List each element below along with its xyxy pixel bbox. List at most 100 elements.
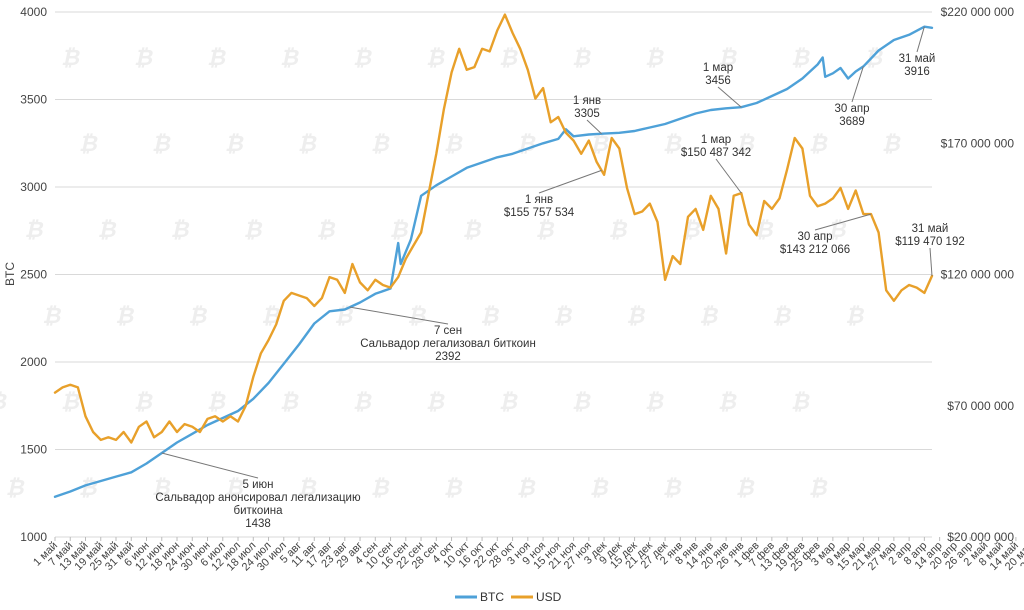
y-tick-label: 3000 [20,180,47,194]
y2-tick-label: $20 000 000 [947,530,1014,544]
annotation-text: 30 апр [797,231,832,243]
annotation-text: 30 апр [834,103,869,115]
watermark-icon: ₿ [297,475,320,501]
watermark-icon: ₿ [425,389,448,415]
watermark-icon: ₿ [151,475,174,501]
watermark-icon: ₿ [60,389,83,415]
watermark-icon: ₿ [498,45,521,71]
annotation-leader [538,169,602,194]
watermark-icon: ₿ [443,475,466,501]
watermark-icon: ₿ [114,303,137,329]
watermark-icon: ₿ [698,303,721,329]
y2-tick-label: $70 000 000 [947,399,1014,413]
watermark-icon: ₿ [133,45,156,71]
annotation-leader [814,213,872,231]
watermark-icon: ₿ [644,389,667,415]
watermark-icon: ₿ [589,131,612,157]
y-tick-label: 2000 [20,355,47,369]
watermark-icon: ₿ [790,389,813,415]
annotation-text: биткоина [233,505,283,517]
series-line-usd [53,13,934,444]
watermark-icon: ₿ [370,131,393,157]
watermark-icon: ₿ [206,389,229,415]
watermark-icon: ₿ [187,303,210,329]
watermark-icon: ₿ [425,45,448,71]
watermark-icon: ₿ [41,303,64,329]
y2-tick-label: $120 000 000 [941,268,1015,282]
watermark-icon: ₿ [352,389,375,415]
watermark-icon: ₿ [461,217,484,243]
watermark-icon: ₿ [279,45,302,71]
annotation-text: 31 май [899,53,936,65]
watermark-icon: ₿ [297,131,320,157]
watermark-icon: ₿ [333,303,356,329]
left-axis-ticks: 1000 1500 2000 2500 3000 3500 4000 [20,5,47,544]
annotation: 30 апр$143 212 066 [780,213,872,256]
watermark-icon: ₿ [406,303,429,329]
watermark-icon: ₿ [0,389,10,415]
legend-label-usd: USD [536,590,562,604]
legend-label-btc: BTC [480,590,504,604]
watermark-icon: ₿ [443,131,466,157]
annotation-text: $143 212 066 [780,244,850,256]
watermark-icon: ₿ [607,217,630,243]
watermark-icon: ₿ [224,475,247,501]
watermark-icon: ₿ [844,303,867,329]
watermark-icon: ₿ [133,389,156,415]
watermark-icon: ₿ [735,131,758,157]
watermark-icon: ₿ [863,45,886,71]
annotation-text: 3456 [705,75,731,87]
annotation-text: Сальвадор анонсировал легализацию [155,492,361,504]
y-axis-label: BTC [3,262,17,286]
watermark-icon: ₿ [534,217,557,243]
legend[interactable]: BTC USD [455,590,562,604]
annotation-leader [929,247,933,276]
watermark-icon: ₿ [352,45,375,71]
annotation-text: 1 янв [525,194,553,206]
annotation: 1 янв$155 757 534 [504,169,602,219]
watermark-icon: ₿ [279,389,302,415]
watermark-icon: ₿ [96,217,119,243]
watermark-icon: ₿ [644,45,667,71]
annotation-text: $155 757 534 [504,207,575,219]
annotation-text: 7 сен [434,325,462,337]
annotation: 31 май$119 470 192 [895,223,965,276]
annotation-leader [717,86,742,108]
watermark-icon: ₿ [717,45,740,71]
annotation-text: 1438 [245,518,271,530]
annotation-text: 5 июн [243,479,274,491]
watermark-icon: ₿ [169,217,192,243]
watermark-icon: ₿ [60,45,83,71]
series-line-btc [53,25,934,498]
watermark-icon: ₿ [151,131,174,157]
gridlines [55,11,932,538]
y-tick-label: 3500 [20,93,47,107]
watermark-icon: ₿ [717,389,740,415]
annotation-text: $150 487 342 [681,147,751,159]
annotation-text: $119 470 192 [895,236,965,248]
annotation-text: 1 янв [573,95,601,107]
watermark-icon: ₿ [589,475,612,501]
watermark-icon: ₿ [516,475,539,501]
watermark-icon: ₿ [516,131,539,157]
annotation-text: 3916 [904,66,930,78]
watermark-icon: ₿ [662,131,685,157]
y-tick-label: 1000 [20,530,47,544]
watermark-icon: ₿ [23,217,46,243]
annotation-text: 1 мар [703,62,733,74]
annotation-text: 2392 [435,351,461,363]
watermark-icon: ₿ [315,217,338,243]
y-tick-label: 1500 [20,443,47,457]
watermark-icon: ₿ [808,475,831,501]
annotation-text: 3689 [839,116,865,128]
watermark-icon: ₿ [771,303,794,329]
right-axis-ticks: $20 000 000 $70 000 000 $120 000 000 $170 0… [941,5,1015,544]
